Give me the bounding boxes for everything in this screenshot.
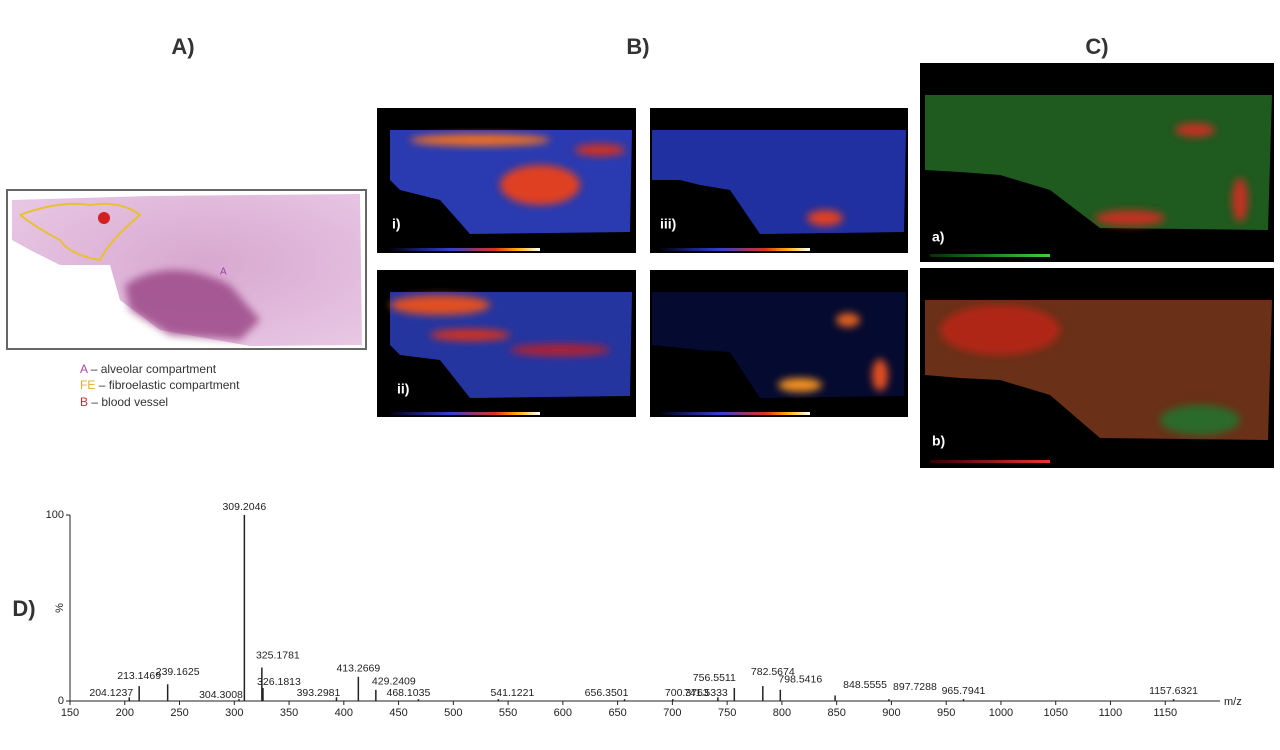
histology-image: A (6, 189, 367, 350)
peak-label: 656.3501 (585, 687, 629, 699)
x-tick-label: 650 (608, 707, 626, 719)
x-tick-label: 550 (499, 707, 517, 719)
legend-item: FE – fibroelastic compartment (80, 378, 240, 392)
peak-label: 1157.6321 (1149, 685, 1198, 697)
legend-key: B (80, 395, 88, 409)
x-tick-label: 900 (882, 707, 900, 719)
x-tick-label: 300 (225, 707, 243, 719)
x-tick-label: 750 (718, 707, 736, 719)
ion-image (650, 270, 908, 417)
peak-label: 239.1625 (156, 666, 200, 678)
overlay-image (920, 268, 1274, 468)
peak-label: 213.1469 (117, 670, 161, 682)
legend-text: – alveolar compartment (91, 362, 217, 376)
ion-image (377, 270, 636, 417)
y-tick-label: 100 (46, 509, 64, 521)
x-axis-label: m/z (1224, 696, 1242, 708)
x-tick-label: 250 (170, 707, 188, 719)
x-tick-label: 1000 (989, 707, 1013, 719)
panel-label: B) (626, 34, 649, 59)
image-label: a) (932, 229, 944, 245)
x-tick-label: 1150 (1153, 707, 1177, 719)
x-tick-label: 150 (61, 707, 79, 719)
peak-label: 326.1813 (257, 676, 301, 688)
overlay-image (920, 63, 1274, 262)
panel-label: C) (1085, 34, 1108, 59)
x-tick-label: 850 (827, 707, 845, 719)
peak-label: 965.7941 (942, 685, 986, 697)
x-tick-label: 1100 (1099, 707, 1123, 719)
peak-label: 304.3008 (199, 689, 243, 701)
legend-key: FE (80, 378, 95, 392)
marker: A (220, 267, 227, 278)
x-tick-label: 350 (280, 707, 298, 719)
peak-label: 782.5674 (751, 666, 795, 678)
x-tick-label: 450 (389, 707, 407, 719)
legend-key: A (80, 362, 88, 376)
x-tick-label: 200 (116, 707, 134, 719)
ion-image (650, 108, 908, 253)
x-tick-label: 400 (335, 707, 353, 719)
x-tick-label: 500 (444, 707, 462, 719)
panel-label: A) (171, 34, 194, 59)
panel-label: D) (12, 596, 35, 621)
spectrum: 150 200 250 300 350 400 450 500 550 600 650 700 750 8… (46, 501, 1199, 719)
peak-label: 429.2409 (372, 676, 416, 688)
peak-label: 541.1221 (490, 687, 534, 699)
peak-label: 393.2981 (297, 687, 341, 699)
x-tick-label: 1050 (1043, 707, 1067, 719)
legend-text: – blood vessel (91, 395, 168, 409)
peak-label: 325.1781 (256, 649, 300, 661)
peak-label: 848.5555 (843, 679, 887, 691)
x-tick-label: 700 (663, 707, 681, 719)
image-label: iii) (660, 216, 676, 232)
x-tick-label: 800 (773, 707, 791, 719)
y-axis-label: % (54, 603, 66, 613)
y-tick-label: 0 (58, 695, 64, 707)
peak-label: 897.7288 (893, 681, 937, 693)
peak-label: 468.1035 (387, 687, 431, 699)
x-tick-label: 600 (554, 707, 572, 719)
image-label: ii) (397, 381, 409, 397)
x-tick-label: 950 (937, 707, 955, 719)
peak-label: 798.5416 (778, 674, 822, 686)
peak-label: 309.2046 (222, 501, 266, 513)
legend-item: A – alveolar compartment (80, 362, 217, 376)
image-label: i) (392, 216, 401, 232)
ion-image (377, 108, 636, 253)
image-label: b) (932, 433, 945, 449)
legend-text: – fibroelastic compartment (99, 378, 240, 392)
peak-label: 413.2669 (336, 663, 380, 675)
peak-label: 700.3763 (665, 687, 709, 699)
peak-label: 204.1237 (89, 687, 133, 699)
legend-item: B – blood vessel (80, 395, 168, 409)
peak-label: 756.5511 (693, 672, 736, 684)
peak-label: 741.5333 (684, 687, 728, 699)
